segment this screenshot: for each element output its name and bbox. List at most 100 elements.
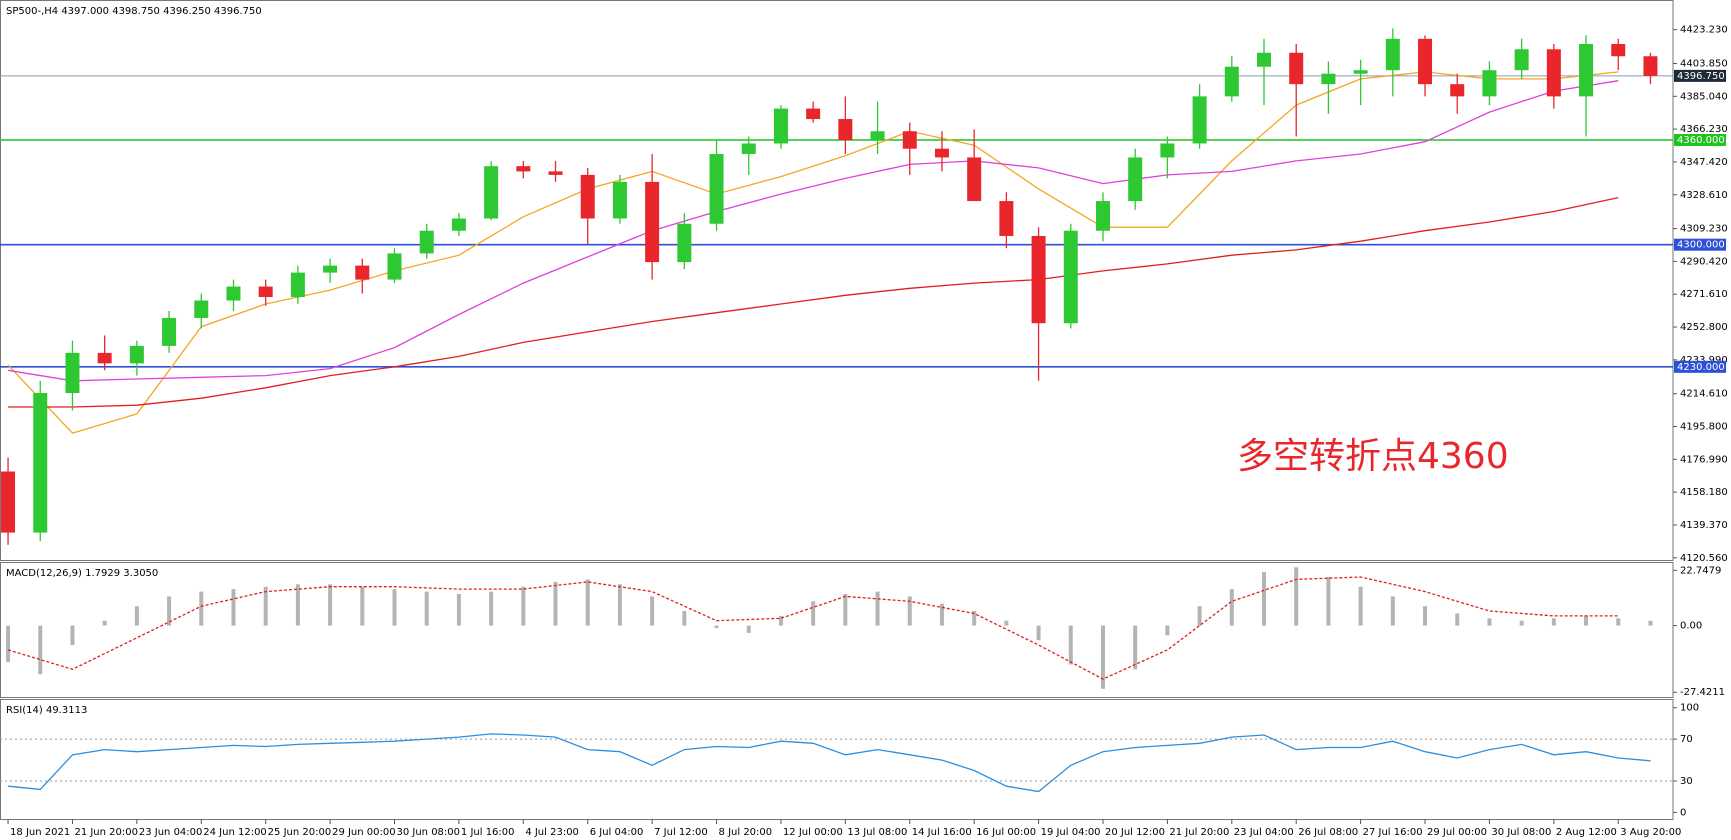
histogram-bar — [328, 584, 333, 626]
histogram-bar — [1616, 618, 1621, 626]
histogram-bar — [617, 584, 622, 626]
candle-body — [838, 119, 853, 140]
histogram-bar — [875, 591, 880, 626]
x-tick-label: 19 Jul 04:00 — [1041, 827, 1101, 838]
histogram-bar — [1519, 620, 1524, 626]
x-tick-label: 29 Jun 00:00 — [332, 827, 396, 838]
histogram-bar — [972, 611, 977, 626]
y-tick-label: 4385.040 — [1680, 91, 1728, 102]
x-tick-label: 30 Jun 08:00 — [396, 827, 460, 838]
histogram-bar — [1423, 606, 1428, 626]
candle-body — [162, 317, 177, 346]
candle-body — [741, 143, 756, 154]
x-tick-label: 23 Jul 04:00 — [1234, 827, 1294, 838]
histogram-bar — [714, 625, 719, 629]
candle-body — [934, 148, 949, 158]
y-tick-label: 4158.180 — [1680, 487, 1728, 498]
candle-body — [226, 286, 241, 301]
x-tick-label: 27 Jul 16:00 — [1363, 827, 1423, 838]
y-tick-label: 4403.850 — [1680, 58, 1728, 69]
price-label: 4360.000 — [1677, 135, 1725, 146]
histogram-bar — [1294, 567, 1299, 626]
candle-body — [323, 265, 338, 273]
histogram-bar — [38, 625, 43, 675]
candle-body — [1385, 38, 1400, 71]
y-tick-label: 0.00 — [1680, 621, 1702, 632]
y-tick-label: 4233.990 — [1680, 355, 1728, 366]
candle-body — [1063, 230, 1078, 324]
histogram-bar — [456, 594, 461, 626]
candle-body — [870, 131, 885, 140]
x-tick-label: 30 Jul 08:00 — [1491, 827, 1551, 838]
price-label-box — [1674, 69, 1726, 82]
candle-body — [580, 174, 595, 219]
y-tick-label: 4139.370 — [1680, 520, 1728, 531]
candle-body — [1450, 84, 1465, 97]
price-label: 4230.000 — [1677, 362, 1725, 373]
x-tick-label: 29 Jul 00:00 — [1427, 827, 1487, 838]
y-tick-label: 4423.230 — [1680, 25, 1728, 36]
histogram-bar — [199, 591, 204, 626]
x-tick-label: 21 Jul 20:00 — [1169, 827, 1229, 838]
candle-body — [709, 153, 724, 224]
histogram-bar — [6, 625, 11, 663]
x-tick-label: 7 Jul 12:00 — [654, 827, 708, 838]
y-tick-label: 4176.990 — [1680, 454, 1728, 465]
histogram-bar — [1358, 586, 1363, 626]
histogram-bar — [746, 625, 751, 633]
x-tick-label: 24 Jun 12:00 — [203, 827, 267, 838]
candle-body — [290, 272, 305, 298]
candle-body — [33, 392, 48, 533]
y-tick-label: 4195.800 — [1680, 422, 1728, 433]
candle-body — [1, 471, 16, 533]
candle-body — [902, 131, 917, 149]
x-tick-label: 14 Jul 16:00 — [912, 827, 972, 838]
histogram-bar — [907, 596, 912, 626]
histogram-bar — [489, 591, 494, 626]
histogram-bar — [1068, 625, 1073, 665]
x-tick-label: 6 Jul 04:00 — [590, 827, 644, 838]
histogram-bar — [1487, 618, 1492, 626]
x-tick-label: 18 Jun 2021 — [10, 827, 70, 838]
moving-average — [7, 80, 1619, 382]
candle-body — [1160, 143, 1175, 158]
candle-body — [1321, 73, 1336, 85]
histogram-bar — [939, 603, 944, 626]
rsi-panel-frame — [0, 699, 1674, 820]
candle-body — [194, 300, 209, 318]
candle-body — [1031, 235, 1046, 324]
candle-body — [516, 166, 531, 172]
histogram-bar — [263, 586, 268, 626]
candle-body — [548, 171, 563, 175]
histogram-bar — [1455, 613, 1460, 626]
x-tick-label: 3 Aug 20:00 — [1620, 827, 1681, 838]
candle-body — [97, 352, 112, 364]
histogram-bar — [360, 586, 365, 626]
histogram-bar — [392, 589, 397, 626]
candle-body — [806, 108, 821, 120]
y-tick-label: 4328.610 — [1680, 190, 1728, 201]
histogram-bar — [1004, 620, 1009, 626]
histogram-bar — [231, 589, 236, 626]
price-panel-frame — [0, 0, 1674, 561]
histogram-bar — [70, 625, 75, 646]
x-tick-label: 23 Jun 04:00 — [139, 827, 203, 838]
histogram-bar — [167, 596, 172, 626]
y-tick-label: 4347.420 — [1680, 157, 1728, 168]
price-label-box — [1674, 133, 1726, 146]
y-tick-label: 4290.420 — [1680, 256, 1728, 267]
x-tick-label: 8 Jul 20:00 — [719, 827, 773, 838]
histogram-bar — [1648, 620, 1653, 626]
candle-body — [773, 108, 788, 144]
histogram-bar — [1326, 576, 1331, 626]
candle-body — [451, 218, 466, 231]
candle-body — [1579, 44, 1594, 97]
y-tick-label: 4271.610 — [1680, 289, 1728, 300]
candle-body — [1643, 56, 1658, 76]
y-tick-label: 4214.610 — [1680, 389, 1728, 400]
price-label-box — [1674, 238, 1726, 251]
histogram-bar — [811, 601, 816, 626]
candle-body — [1257, 52, 1272, 67]
histogram-bar — [134, 606, 139, 626]
